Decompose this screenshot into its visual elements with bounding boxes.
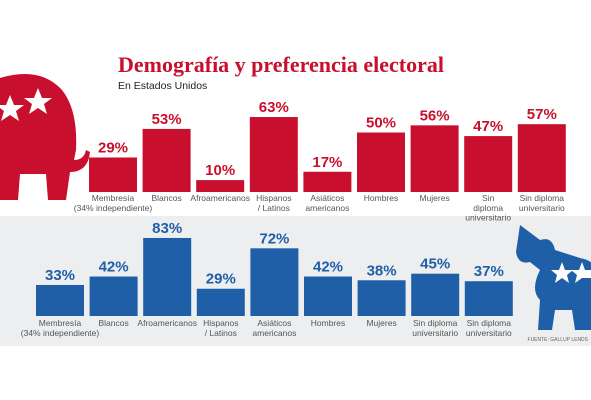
value-label: 72%	[259, 230, 289, 247]
bar	[517, 124, 566, 192]
x-tick-label: Hombres	[311, 318, 345, 328]
bar	[357, 132, 405, 192]
bar	[303, 171, 352, 192]
x-tick-label: Hombres	[364, 193, 398, 203]
bar	[196, 180, 245, 192]
bar	[36, 284, 84, 316]
x-tick-label: Membresía (34% independiente)	[21, 318, 100, 338]
bar	[142, 128, 191, 192]
x-tick-label: Blancos	[151, 193, 181, 203]
x-tick-label: Membresía (34% independiente)	[74, 193, 153, 213]
bar	[464, 136, 513, 192]
value-label: 45%	[420, 256, 450, 273]
x-tick-label: Mujeres	[419, 193, 449, 203]
x-tick-label: Asiáticos americanos	[252, 318, 296, 338]
value-label: 38%	[367, 262, 397, 279]
value-label: 33%	[45, 267, 75, 284]
value-label: 29%	[98, 139, 128, 156]
x-tick-label: Mujeres	[366, 318, 396, 328]
value-label: 63%	[259, 99, 289, 116]
bar	[196, 288, 245, 316]
bar	[410, 125, 459, 192]
bar	[411, 273, 460, 316]
elephant	[0, 74, 90, 200]
title: Demografía y preferencia electoral	[118, 52, 444, 77]
x-tick-label: Afroamericanos	[137, 318, 197, 328]
value-label: 57%	[527, 106, 557, 123]
value-label: 17%	[312, 154, 342, 171]
x-tick-label: Blancos	[98, 318, 128, 328]
x-tick-label: Asiáticos americanos	[305, 193, 349, 213]
value-label: 10%	[205, 162, 235, 179]
value-label: 42%	[313, 259, 343, 276]
x-tick-label: Sin diploma universitario	[465, 193, 511, 223]
value-label: 47%	[473, 118, 503, 135]
bar	[89, 157, 137, 192]
bar	[250, 248, 299, 316]
bar	[464, 281, 513, 316]
x-tick-label: Sin diploma universitario	[519, 193, 565, 213]
x-tick-label: Hispanos / Latinos	[203, 318, 238, 338]
bar	[304, 276, 352, 316]
value-label: 42%	[99, 259, 129, 276]
bar	[143, 237, 192, 316]
value-label: 53%	[152, 111, 182, 128]
subtitle: En Estados Unidos	[118, 80, 207, 92]
value-label: 56%	[420, 107, 450, 124]
bar	[249, 117, 298, 192]
donkey	[516, 225, 591, 330]
x-tick-label: Sin diploma universitario	[466, 318, 512, 338]
x-tick-label: Hispanos / Latinos	[256, 193, 291, 213]
x-tick-label: Sin diploma universitario	[412, 318, 458, 338]
source: FUENTE: GALLUP LENDS	[528, 337, 589, 343]
x-tick-label: Afroamericanos	[190, 193, 250, 203]
value-label: 29%	[206, 271, 236, 288]
value-label: 83%	[152, 220, 182, 237]
value-label: 50%	[366, 115, 396, 132]
bar	[89, 276, 138, 316]
value-label: 37%	[474, 263, 504, 280]
bar	[357, 280, 406, 316]
